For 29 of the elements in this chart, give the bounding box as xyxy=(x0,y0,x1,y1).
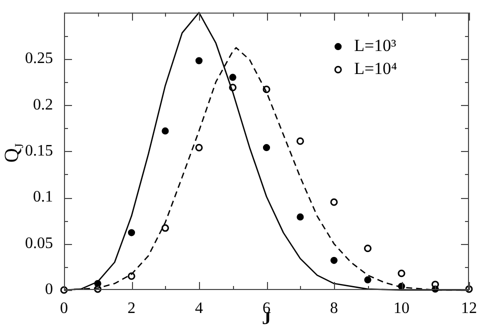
point xyxy=(398,270,406,278)
point xyxy=(364,276,372,284)
x-tick-label: 8 xyxy=(330,300,338,317)
point xyxy=(364,244,372,252)
point xyxy=(262,144,270,152)
x-tick-label: 0 xyxy=(60,300,68,317)
point xyxy=(330,198,338,206)
y-tick-label: 0.15 xyxy=(25,142,53,160)
point xyxy=(128,229,136,236)
point xyxy=(195,57,203,64)
point xyxy=(296,137,304,145)
point xyxy=(330,256,338,264)
legend-label: L=10⁴ xyxy=(354,59,398,78)
y-tick-label: 0.05 xyxy=(25,234,53,252)
y-tick-label: 0.2 xyxy=(33,96,53,114)
x-tick-label: 2 xyxy=(128,300,136,317)
y-tick-label: 0 xyxy=(45,281,53,298)
point xyxy=(128,272,136,280)
point xyxy=(162,127,169,135)
legend-label: L=10³ xyxy=(354,36,396,56)
point xyxy=(296,213,304,220)
point xyxy=(162,224,169,232)
x-tick-label: 12 xyxy=(461,300,477,317)
x-tick-label: 4 xyxy=(195,300,203,317)
y-tick-label: 0.25 xyxy=(25,50,53,68)
point xyxy=(195,144,203,152)
x-tick-label: 10 xyxy=(394,300,410,317)
point xyxy=(229,74,236,81)
y-tick-label: 0.1 xyxy=(33,188,53,206)
